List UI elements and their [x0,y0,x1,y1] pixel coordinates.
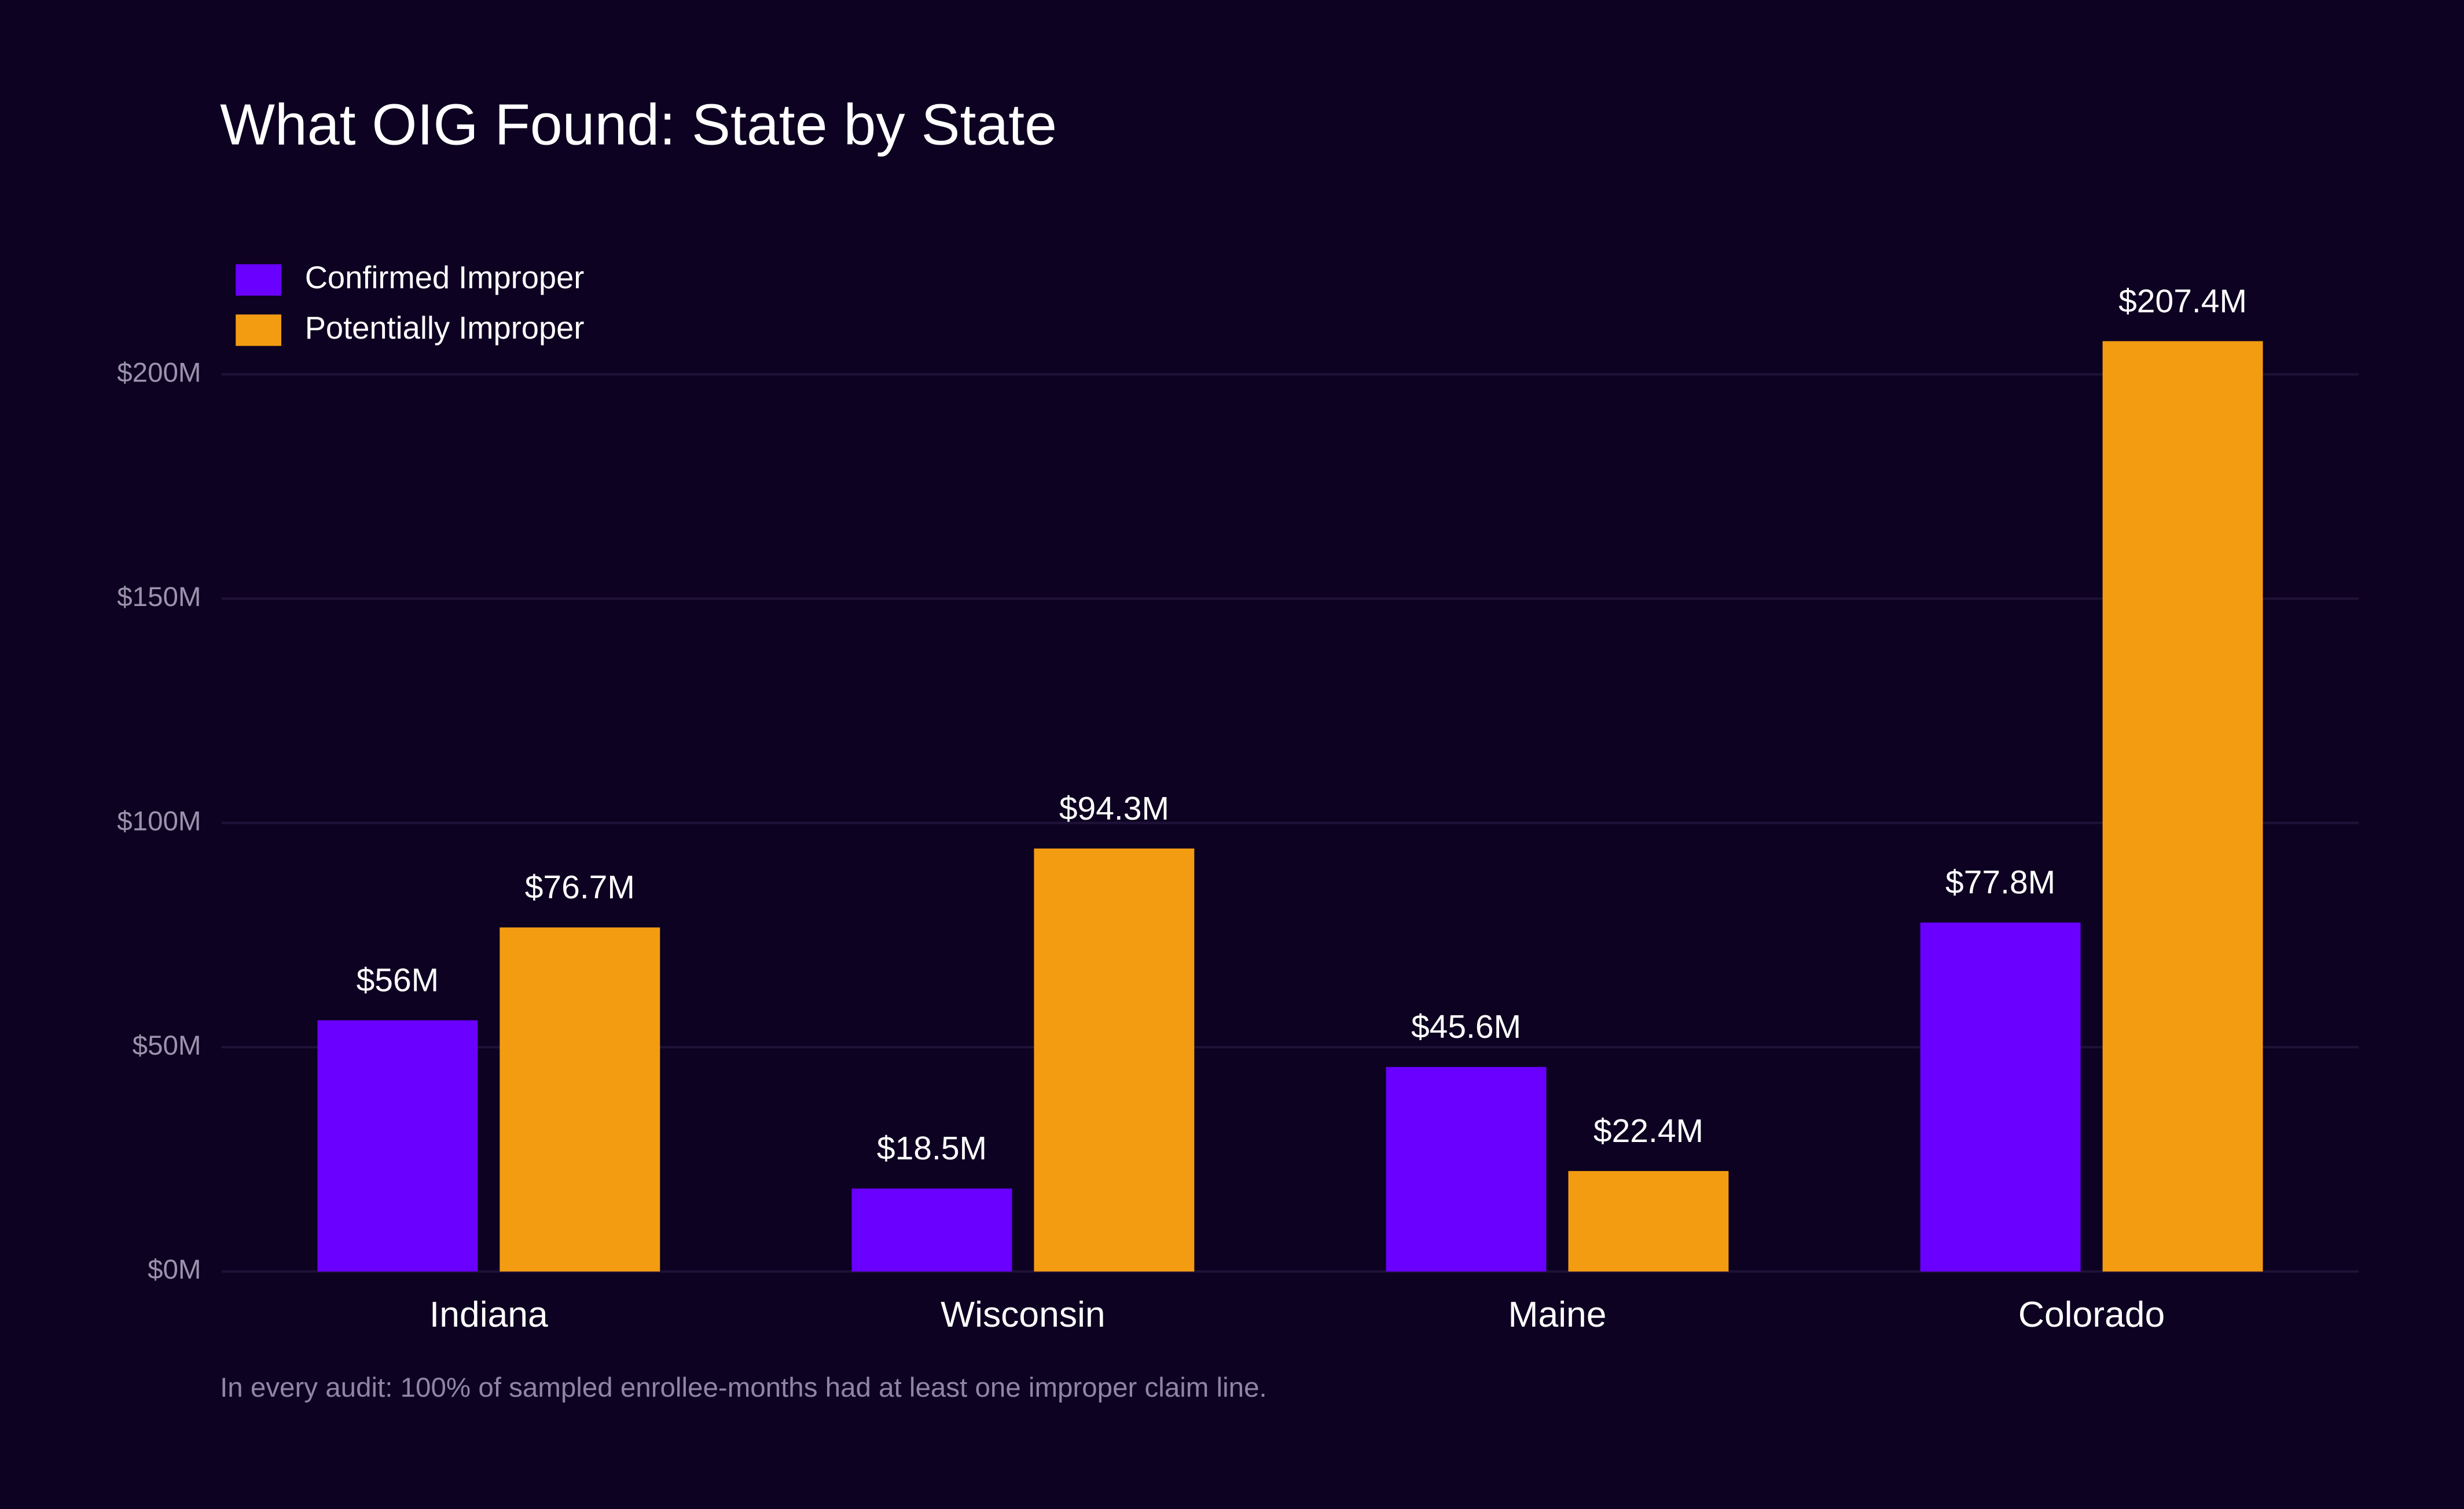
bar [1920,922,2081,1272]
bar [1568,1171,1729,1272]
data-label: $94.3M [1059,790,1169,827]
chart-title: What OIG Found: State by State [220,92,1057,157]
legend-label: Confirmed Improper [305,260,585,295]
data-label: $77.8M [1945,864,2055,901]
data-label: $18.5M [877,1130,987,1167]
x-tick-label: Indiana [429,1294,548,1335]
y-tick-label: $0M [148,1254,201,1285]
bar [2102,341,2263,1272]
x-tick-label: Maine [1508,1294,1606,1335]
data-label: $76.7M [525,869,635,906]
data-label: $207.4M [2118,282,2247,320]
y-tick-label: $150M [117,582,201,612]
y-tick-label: $50M [133,1030,201,1061]
x-tick-label: Colorado [2018,1294,2165,1335]
bar [317,1020,478,1272]
legend-swatch [236,314,281,346]
x-tick-label: Wisconsin [941,1294,1106,1335]
data-label: $22.4M [1593,1113,1703,1150]
y-tick-label: $200M [117,357,201,388]
legend-swatch [236,264,281,296]
data-label: $56M [357,962,439,999]
legend-label: Potentially Improper [305,310,585,346]
data-label: $45.6M [1411,1008,1521,1045]
y-tick-label: $100M [117,806,201,836]
bar [500,927,660,1272]
bar [851,1188,1012,1272]
caption: In every audit: 100% of sampled enrollee… [220,1372,1267,1403]
bar [1386,1067,1547,1272]
bar [1034,848,1195,1272]
